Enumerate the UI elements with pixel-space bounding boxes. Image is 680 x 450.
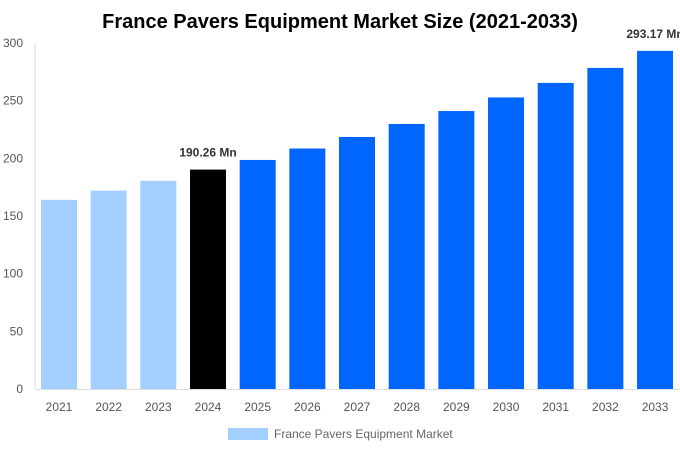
x-tick-label: 2026 bbox=[294, 400, 321, 414]
y-tick-label: 50 bbox=[10, 324, 24, 338]
bar-2023[interactable] bbox=[140, 180, 177, 389]
bar-2025[interactable] bbox=[239, 159, 276, 389]
legend[interactable]: France Pavers Equipment Market bbox=[228, 427, 453, 441]
bar-2026[interactable] bbox=[289, 148, 326, 389]
bar-2028[interactable] bbox=[388, 123, 425, 390]
y-tick-label: 150 bbox=[3, 209, 23, 223]
x-tick-label: 2030 bbox=[493, 400, 520, 414]
data-label: 293.17 Mn bbox=[626, 27, 680, 41]
bar-2031[interactable] bbox=[537, 82, 574, 389]
x-tick-label: 2021 bbox=[46, 400, 73, 414]
bar-2027[interactable] bbox=[339, 136, 376, 389]
x-tick-label: 2023 bbox=[145, 400, 172, 414]
x-tick-label: 2022 bbox=[95, 400, 122, 414]
x-tick-label: 2033 bbox=[642, 400, 669, 414]
x-tick-label: 2029 bbox=[443, 400, 470, 414]
x-tick-label: 2032 bbox=[592, 400, 619, 414]
bar-2029[interactable] bbox=[438, 111, 475, 390]
legend-label: France Pavers Equipment Market bbox=[274, 427, 453, 441]
x-tick-label: 2028 bbox=[393, 400, 420, 414]
x-tick-label: 2027 bbox=[344, 400, 371, 414]
bar-2022[interactable] bbox=[90, 190, 127, 389]
bar-2033[interactable] bbox=[637, 50, 674, 390]
bar-2032[interactable] bbox=[587, 67, 624, 390]
chart-title: France Pavers Equipment Market Size (202… bbox=[102, 11, 578, 33]
y-tick-label: 250 bbox=[3, 94, 23, 108]
data-label: 190.26 Mn bbox=[179, 146, 236, 160]
x-tick-label: 2031 bbox=[542, 400, 569, 414]
bar-2024[interactable] bbox=[190, 169, 227, 389]
y-tick-label: 100 bbox=[3, 267, 23, 281]
y-tick-label: 200 bbox=[3, 151, 23, 165]
x-tick-label: 2025 bbox=[244, 400, 271, 414]
legend-swatch bbox=[228, 428, 268, 440]
y-tick-label: 300 bbox=[3, 36, 23, 50]
x-tick-label: 2024 bbox=[195, 400, 222, 414]
bar-2021[interactable] bbox=[41, 199, 77, 389]
bar-2030[interactable] bbox=[488, 97, 525, 390]
y-tick-label: 0 bbox=[16, 382, 23, 396]
